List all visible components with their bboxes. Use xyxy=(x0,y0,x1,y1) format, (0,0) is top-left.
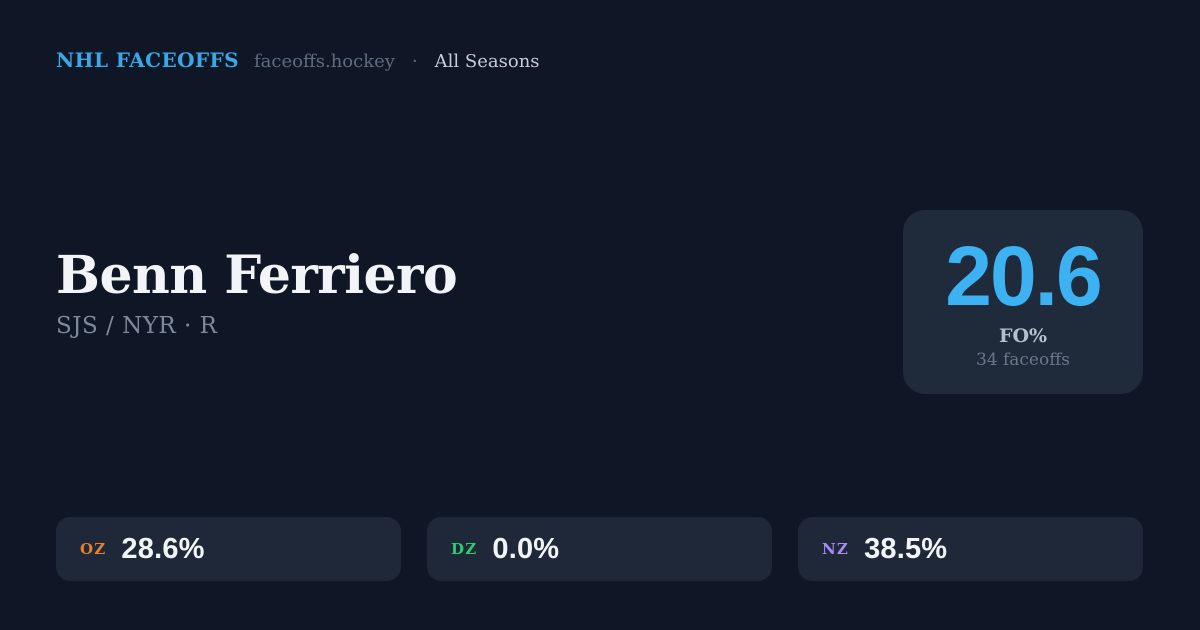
zone-value-oz: 28.6% xyxy=(121,532,205,565)
zone-value-nz: 38.5% xyxy=(864,532,948,565)
zone-label-oz: OZ xyxy=(80,540,107,558)
zone-pill-oz: OZ 28.6% xyxy=(56,517,401,581)
faceoff-sample-size: 34 faceoffs xyxy=(975,350,1071,370)
faceoff-percentage-label: FO% xyxy=(998,325,1048,347)
player-teams-position: SJS / NYR · R xyxy=(56,312,218,339)
zone-label-dz: DZ xyxy=(451,540,478,558)
dot-separator: · xyxy=(411,51,418,72)
zone-label-nz: NZ xyxy=(822,540,850,558)
zone-pill-dz: DZ 0.0% xyxy=(427,517,772,581)
season-filter-label: All Seasons xyxy=(434,51,540,72)
header: NHL FACEOFFS faceoffs.hockey · All Seaso… xyxy=(56,48,540,72)
player-name: Benn Ferriero xyxy=(56,245,458,306)
zone-pill-nz: NZ 38.5% xyxy=(798,517,1143,581)
zone-stats-row: OZ 28.6% DZ 0.0% NZ 38.5% xyxy=(56,517,1143,581)
faceoff-percentage-card: 20.6 FO% 34 faceoffs xyxy=(903,210,1143,394)
zone-value-dz: 0.0% xyxy=(492,532,560,565)
site-url: faceoffs.hockey xyxy=(253,51,395,72)
brand-wordmark: NHL FACEOFFS xyxy=(56,48,239,72)
faceoff-percentage-value: 20.6 xyxy=(945,229,1102,323)
player-block: Benn Ferriero SJS / NYR · R xyxy=(56,245,458,339)
